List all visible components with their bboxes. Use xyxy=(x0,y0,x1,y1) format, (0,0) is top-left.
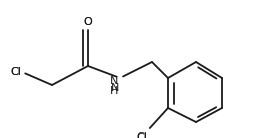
Text: H: H xyxy=(110,86,118,96)
Text: Cl: Cl xyxy=(136,132,147,138)
Text: O: O xyxy=(84,17,92,27)
Text: Cl: Cl xyxy=(10,67,21,77)
Text: Cl: Cl xyxy=(10,67,21,77)
Text: N: N xyxy=(110,83,119,93)
Text: O: O xyxy=(84,17,92,27)
Text: N: N xyxy=(110,76,118,86)
Text: Cl: Cl xyxy=(136,133,147,138)
